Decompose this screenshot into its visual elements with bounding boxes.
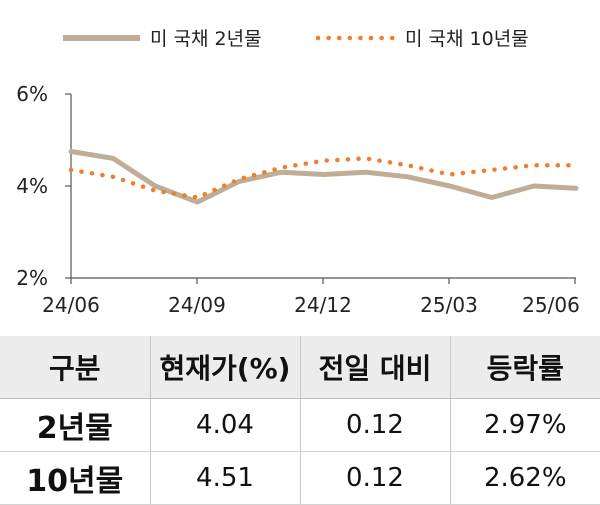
header-category: 구분: [0, 336, 151, 399]
y-tick-label-4: 4%: [16, 174, 48, 198]
series-line-10y: [68, 156, 579, 200]
table-header-row: 구분 현재가(%) 전일 대비 등락률: [0, 336, 600, 399]
change-cell: 0.12: [300, 398, 451, 452]
change-cell: 0.12: [300, 451, 451, 505]
header-change-rate: 등락률: [450, 336, 600, 399]
legend-label-2y: 미 국채 2년물: [150, 28, 262, 50]
row-label: 10년물: [0, 451, 151, 505]
x-tick-label-24-06: 24/06: [42, 293, 100, 317]
table-row: 10년물 4.51 0.12 2.62%: [0, 451, 600, 505]
series-layer: [68, 149, 579, 205]
row-label: 2년물: [0, 398, 151, 452]
legend-label-10y: 미 국채 10년물: [405, 28, 529, 50]
x-tick-label-24-12: 24/12: [294, 293, 352, 317]
series-line-2y: [68, 149, 579, 205]
legend: 미 국채 2년물 미 국채 10년물: [63, 28, 529, 50]
table-row: 2년물 4.04 0.12 2.97%: [0, 398, 600, 452]
x-axis: 24/06 24/09 24/12 25/03 25/06: [42, 277, 580, 317]
yield-line-chart: 미 국채 2년물 미 국채 10년물 2% 4% 6% 24/06 24/09 …: [16, 28, 580, 317]
yield-table: 구분 현재가(%) 전일 대비 등락률 2년물 4.04 0.12 2.97% …: [0, 336, 600, 505]
change-rate-cell: 2.62%: [450, 451, 600, 505]
y-axis: 2% 4% 6%: [16, 82, 72, 290]
header-change: 전일 대비: [300, 336, 451, 399]
current-price-cell: 4.04: [150, 398, 301, 452]
x-tick-label-25-06: 25/06: [522, 293, 580, 317]
change-rate-cell: 2.97%: [450, 398, 600, 452]
header-current-price: 현재가(%): [150, 336, 301, 399]
current-price-cell: 4.51: [150, 451, 301, 505]
x-tick-label-25-03: 25/03: [420, 293, 478, 317]
x-tick-label-24-09: 24/09: [168, 293, 226, 317]
y-tick-label-6: 6%: [16, 82, 48, 106]
y-tick-label-2: 2%: [16, 266, 48, 290]
